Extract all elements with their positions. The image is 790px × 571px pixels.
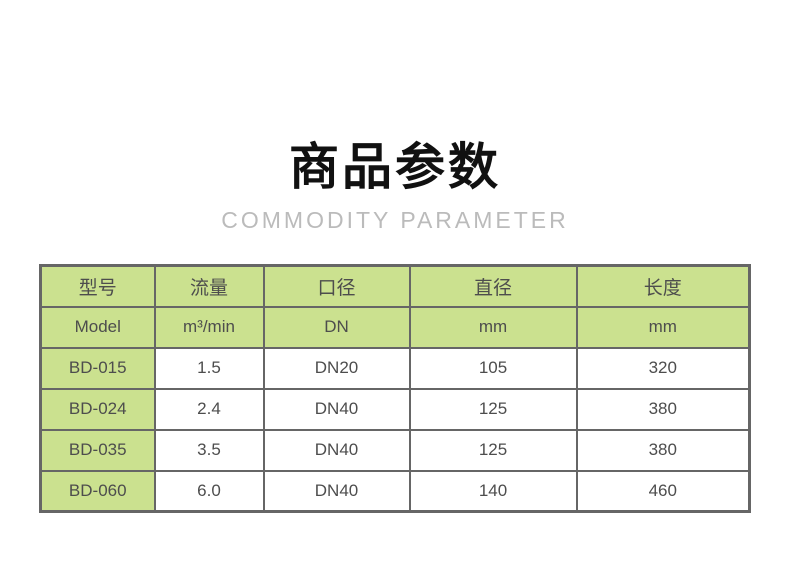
cell-model: BD-024	[39, 387, 156, 431]
cell-flow: 3.5	[153, 428, 265, 472]
parameter-table: 型号 流量 口径 直径 长度 Model m³/min DN mm mm BD-…	[39, 264, 751, 513]
cell-flow: 6.0	[153, 469, 265, 513]
cell-flow: 1.5	[153, 346, 265, 390]
page-title: 商品参数	[289, 139, 501, 195]
unit-caliber: DN	[262, 305, 411, 349]
column-header-caliber: 口径	[262, 264, 411, 308]
column-header-flow: 流量	[153, 264, 265, 308]
table-header-row: 型号 流量 口径 直径 长度	[39, 264, 751, 308]
column-header-length: 长度	[575, 264, 751, 308]
table-row: BD-024 2.4 DN40 125 380	[39, 387, 751, 431]
cell-diameter: 125	[408, 387, 578, 431]
cell-length: 380	[575, 387, 751, 431]
cell-model: BD-015	[39, 346, 156, 390]
unit-diameter: mm	[408, 305, 578, 349]
cell-model: BD-060	[39, 469, 156, 513]
cell-diameter: 125	[408, 428, 578, 472]
cell-flow: 2.4	[153, 387, 265, 431]
unit-model: Model	[39, 305, 156, 349]
cell-length: 380	[575, 428, 751, 472]
page-subtitle: COMMODITY PARAMETER	[221, 207, 569, 233]
cell-caliber: DN40	[262, 469, 411, 513]
unit-flow: m³/min	[153, 305, 265, 349]
table-row: BD-060 6.0 DN40 140 460	[39, 469, 751, 513]
column-header-diameter: 直径	[408, 264, 578, 308]
cell-model: BD-035	[39, 428, 156, 472]
cell-length: 460	[575, 469, 751, 513]
cell-caliber: DN40	[262, 428, 411, 472]
cell-caliber: DN40	[262, 387, 411, 431]
cell-diameter: 105	[408, 346, 578, 390]
column-header-model: 型号	[39, 264, 156, 308]
unit-length: mm	[575, 305, 751, 349]
cell-diameter: 140	[408, 469, 578, 513]
table-row: BD-015 1.5 DN20 105 320	[39, 346, 751, 390]
cell-length: 320	[575, 346, 751, 390]
table-row: BD-035 3.5 DN40 125 380	[39, 428, 751, 472]
table-units-row: Model m³/min DN mm mm	[39, 305, 751, 349]
cell-caliber: DN20	[262, 346, 411, 390]
